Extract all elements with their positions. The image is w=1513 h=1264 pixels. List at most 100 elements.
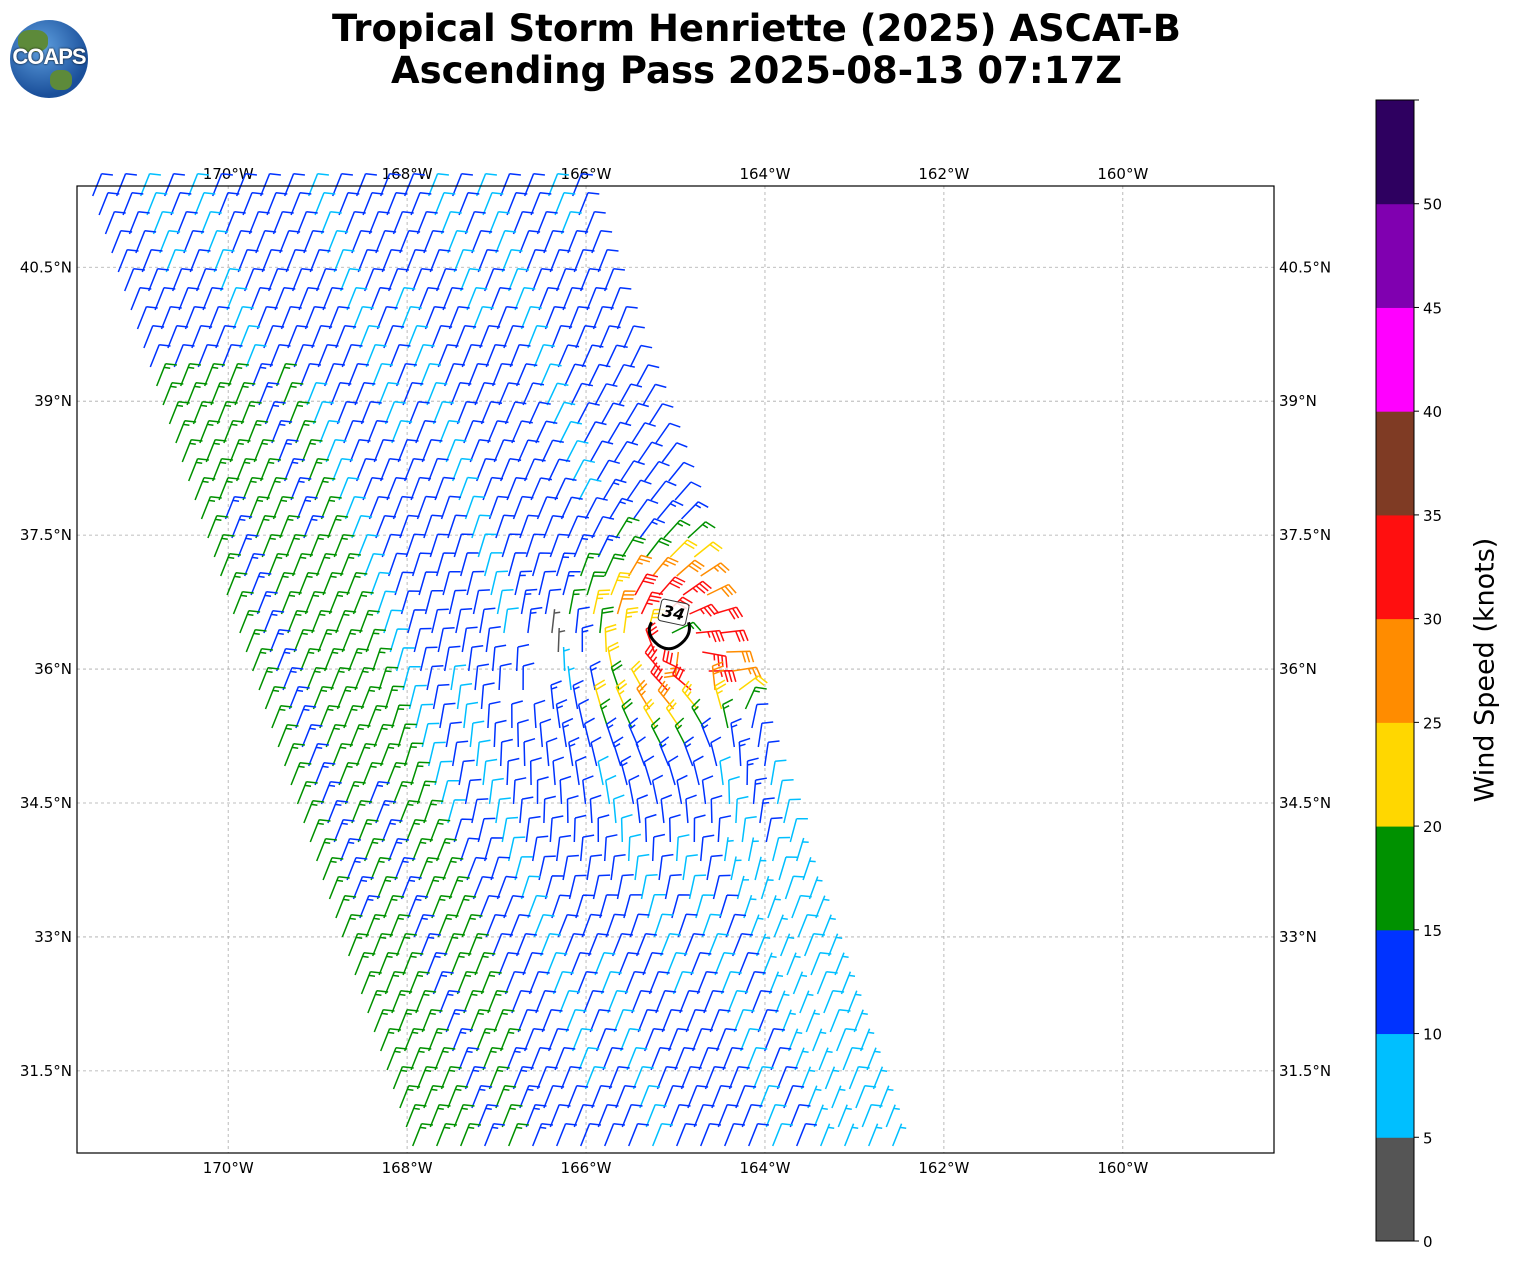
colorbar-label: Wind Speed (knots): [1470, 538, 1501, 803]
lon-tick-label: 166°W: [561, 1159, 612, 1177]
wind-barb: [632, 661, 644, 690]
wind-barb: [646, 538, 671, 557]
wind-barb: [701, 563, 730, 576]
wind-barb: [477, 740, 491, 766]
wind-barb: [651, 481, 676, 500]
wind-barb: [582, 625, 593, 652]
wind-barb: [696, 631, 724, 642]
lon-tick-label: 160°W: [1097, 165, 1148, 183]
wind-barb: [800, 991, 813, 1013]
wind-barb: [485, 1124, 505, 1146]
wind-barb: [869, 1124, 882, 1146]
wind-barb: [568, 796, 579, 823]
wind-barb: [838, 1105, 852, 1127]
wind-barb: [440, 703, 456, 728]
wind-barb: [600, 326, 621, 348]
wind-barb: [758, 722, 773, 747]
wind-barb: [475, 664, 489, 690]
lat-tick-label: 40.5°N: [1279, 258, 1331, 276]
wind-barb: [765, 741, 780, 766]
wind-barb: [574, 815, 586, 842]
wind-barb: [485, 553, 503, 576]
colorbar-tick-label: 20: [1423, 818, 1442, 836]
wind-barb: [576, 757, 587, 785]
wind-barb: [464, 703, 478, 729]
wind-barb: [670, 540, 697, 557]
wind-barb: [422, 723, 439, 747]
colorbar-tick-label: 35: [1423, 507, 1442, 525]
wind-barb: [634, 499, 659, 519]
wind-barb: [614, 442, 638, 462]
wind-barb: [816, 896, 829, 918]
wind-barb: [626, 403, 649, 424]
wind-barb: [429, 742, 446, 766]
wind-barb: [611, 855, 626, 880]
wind-barb: [662, 443, 687, 462]
wind-barb: [819, 1048, 833, 1070]
lon-tick-label: 164°W: [739, 165, 790, 183]
wind-barb: [677, 835, 690, 861]
wind-barb: [677, 1124, 697, 1146]
wind-barb: [701, 835, 715, 861]
wind-barb: [637, 680, 650, 709]
wind-barb: [893, 1124, 906, 1146]
wind-barb: [771, 760, 786, 785]
wind-barb: [504, 608, 519, 633]
wind-barb: [653, 835, 665, 862]
wind-barb: [627, 480, 651, 500]
wind-barb: [498, 590, 514, 614]
wind-barb: [670, 815, 681, 842]
lat-tick-label: 40.5°N: [20, 258, 72, 276]
wind-barb: [515, 571, 532, 595]
wind-barb: [658, 681, 673, 709]
wind-barb: [589, 365, 611, 387]
wind-barb: [522, 590, 538, 615]
wind-barb: [462, 627, 477, 652]
wind-barb: [450, 590, 467, 614]
colorbar-tick-label: 25: [1423, 714, 1442, 732]
wind-barb: [531, 758, 542, 785]
wind-barb: [694, 542, 722, 557]
wind-barb: [768, 895, 781, 918]
wind-barb: [694, 815, 705, 842]
wind-barb: [603, 479, 626, 500]
wind-barb: [563, 572, 581, 595]
wind-barb: [560, 776, 571, 804]
wind-barb: [610, 499, 633, 520]
wind-barb: [557, 553, 576, 576]
wind-barb: [613, 365, 635, 386]
wind-barb: [821, 1124, 834, 1146]
wind-barb: [669, 462, 695, 481]
wind-barb: [619, 384, 642, 405]
wind-barb: [547, 738, 558, 766]
lon-tick-label: 160°W: [1097, 1159, 1148, 1177]
lat-tick-label: 31.5°N: [1279, 1062, 1331, 1080]
lat-tick-label: 34.5°N: [20, 794, 72, 812]
wind-barb: [496, 798, 511, 823]
wind-barb: [571, 384, 593, 406]
wind-barb: [584, 422, 607, 443]
wind-barb: [789, 1029, 802, 1051]
wind-barb: [874, 1067, 888, 1089]
wind-barb: [605, 1124, 625, 1146]
wind-barb: [550, 816, 563, 842]
wind-barb: [814, 1105, 828, 1127]
wind-barb: [410, 686, 427, 710]
wind-barb: [539, 571, 556, 595]
wind-barb: [731, 857, 741, 881]
wind-barb: [653, 557, 679, 576]
wind-barb: [778, 780, 794, 804]
wind-barb: [470, 721, 484, 747]
wind-barb: [432, 609, 449, 633]
wind-barb: [621, 461, 645, 481]
wind-barb: [608, 642, 619, 671]
wind-barb: [467, 572, 484, 596]
wind-barb: [651, 663, 667, 690]
wind-barb: [573, 460, 595, 481]
wind-barb: [509, 1124, 529, 1146]
wind-barb: [650, 404, 674, 424]
lat-tick-label: 31.5°N: [20, 1062, 72, 1080]
wind-barb: [742, 817, 756, 842]
lon-tick-label: 162°W: [918, 1159, 969, 1177]
wind-barb: [595, 384, 617, 405]
